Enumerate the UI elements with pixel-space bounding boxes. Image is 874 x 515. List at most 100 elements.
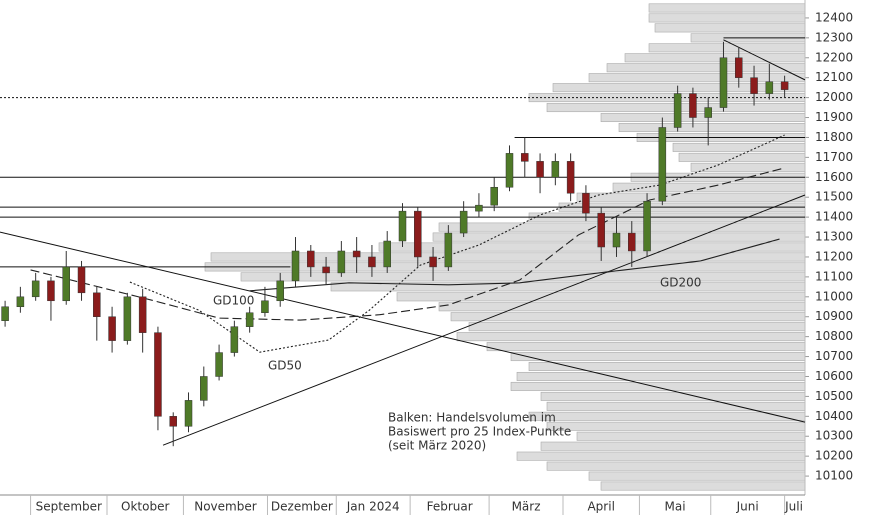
candle-body [261, 300, 269, 313]
volume-bar [528, 411, 806, 421]
candle-body [337, 250, 346, 274]
volume-bar [648, 43, 806, 53]
candle-body [322, 266, 330, 274]
candle-body [536, 161, 544, 178]
y-tick-label: 11700 [815, 150, 853, 164]
volume-bar [516, 451, 806, 461]
candle-body [230, 326, 239, 353]
y-tick-label: 10500 [815, 389, 853, 403]
y-tick-label: 11100 [815, 269, 853, 283]
x-tick-label: September [36, 500, 102, 514]
volume-bar [546, 401, 806, 411]
candle-body [291, 250, 300, 282]
candle-body [398, 210, 407, 242]
volume-bar [468, 322, 806, 332]
y-tick-label: 10800 [815, 329, 853, 343]
candle-body [628, 232, 636, 252]
candle-body [169, 416, 177, 427]
x-tick-label: Oktober [121, 500, 169, 514]
volume-bar [510, 352, 806, 362]
volume-bar [438, 222, 806, 232]
candle-body [200, 376, 208, 401]
ma-label: GD100 [213, 294, 254, 308]
candle-body [184, 400, 193, 427]
x-tick-label: Juni [736, 500, 759, 514]
volume-bar [648, 13, 806, 23]
candle-body [673, 93, 682, 128]
volume-bar [528, 93, 806, 103]
note: (seit März 2020) [388, 439, 486, 453]
candle-body [352, 250, 361, 258]
x-tick-label: Jan 2024 [346, 500, 400, 514]
x-tick-label: April [587, 500, 614, 514]
volume-bar [588, 471, 806, 481]
y-tick-label: 11000 [815, 289, 853, 303]
moving-average [249, 238, 780, 292]
candle-body [735, 57, 743, 78]
candle-body [658, 127, 667, 202]
candle-body [566, 161, 575, 194]
volume-bar [540, 441, 806, 451]
candle-body [138, 296, 147, 333]
y-tick-label: 11800 [815, 130, 853, 144]
trendline [723, 39, 806, 81]
candle-body [31, 280, 40, 298]
y-tick-label: 10900 [815, 309, 853, 323]
y-tick-label: 10700 [815, 349, 853, 363]
candle-body [429, 256, 437, 268]
candle-body [704, 107, 712, 118]
candle-body [414, 210, 422, 258]
volume-bar [540, 391, 806, 401]
x-tick-label: November [194, 500, 256, 514]
volume-bar [612, 182, 806, 192]
candle-body [47, 280, 55, 302]
y-tick-label: 12400 [815, 10, 853, 24]
candle-body [719, 57, 728, 108]
trendline [162, 194, 806, 446]
volume-bar [588, 73, 806, 83]
candle-body [505, 153, 514, 188]
y-tick-label: 10200 [815, 449, 853, 463]
moving-average [30, 167, 785, 321]
y-tick-label: 12000 [815, 90, 853, 104]
candle-body [276, 280, 284, 302]
volume-bar [618, 123, 806, 132]
candle-body [245, 312, 254, 327]
candle-body [307, 250, 315, 268]
candle-body [93, 292, 101, 317]
y-tick-label: 10600 [815, 369, 853, 383]
volume-bar [516, 371, 806, 381]
candle-body [780, 81, 789, 90]
candle-body [77, 266, 86, 294]
candle-body [62, 266, 70, 302]
trendline [0, 231, 806, 423]
candle-body [108, 316, 116, 341]
candle-body [1, 306, 9, 321]
volume-bar [576, 192, 806, 202]
candle-body [490, 186, 498, 206]
x-tick-label: Mai [665, 500, 686, 514]
y-tick-label: 12200 [815, 50, 853, 64]
y-tick-label: 11200 [815, 249, 853, 263]
candle-body [643, 200, 651, 252]
volume-bar [546, 461, 806, 471]
candle-body [368, 256, 376, 268]
candle-body [215, 352, 223, 377]
moving-average [129, 134, 785, 353]
volume-bar [456, 332, 806, 342]
x-tick-label: März [512, 500, 541, 514]
y-tick-label: 11600 [815, 170, 853, 184]
candle-body [765, 81, 774, 94]
candle-body [475, 204, 483, 212]
candle-body [612, 232, 621, 248]
volume-bar [600, 481, 806, 491]
y-tick-label: 11400 [815, 210, 853, 224]
candle-body [597, 212, 605, 248]
volume-bar [654, 23, 806, 33]
volume-bar [678, 152, 806, 162]
volume-bar [546, 421, 806, 431]
volume-bar [450, 312, 806, 322]
y-tick-label: 10300 [815, 429, 853, 443]
candle-body [582, 192, 590, 214]
